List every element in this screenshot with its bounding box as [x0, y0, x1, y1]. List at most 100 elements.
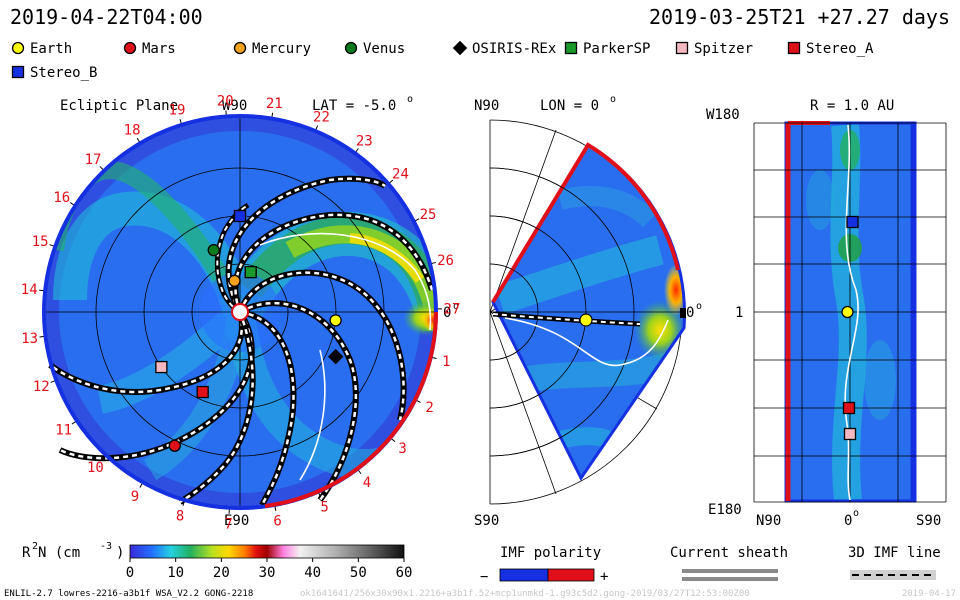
ecliptic-bodies	[155, 209, 344, 452]
day-tick-label: 12	[33, 379, 50, 395]
colorbar-label-r-sup: 2	[32, 541, 38, 552]
mercator-title: R = 1.0 AU	[810, 98, 894, 114]
meridional-zero-label: 0	[686, 305, 694, 321]
day-tick-label: 22	[313, 109, 330, 125]
sun-marker	[231, 303, 249, 321]
colorbar-tick-label: 30	[259, 565, 276, 581]
colorbar-gradient	[129, 544, 405, 559]
venus-legend-label: Venus	[363, 41, 405, 57]
osiris-legend-label: OSIRIS-REx	[472, 41, 556, 57]
day-tick-label: 24	[392, 166, 409, 182]
day-tick-label: 15	[32, 234, 49, 250]
ecliptic-panel: Ecliptic Plane LAT = -5.0 o W90 E90 0 o	[21, 94, 461, 533]
imf-polarity-label: IMF polarity	[500, 545, 601, 561]
imf-positive-swatch	[547, 568, 595, 582]
meridional-panel: N90 LON = 0 o S90 0 o	[474, 94, 702, 529]
parkersp-legend-icon	[564, 41, 578, 55]
earth-map-marker	[841, 305, 854, 319]
ecliptic-imf-lines	[48, 175, 435, 507]
colorbar-tick-label: 10	[167, 565, 184, 581]
mars-legend-label: Mars	[142, 41, 176, 57]
spitzer-marker	[155, 360, 168, 374]
day-tick-label: 11	[55, 423, 72, 439]
day-tick-label: 20	[217, 94, 234, 110]
stereoa-legend-icon	[787, 41, 801, 55]
s90-label: S90	[474, 513, 499, 529]
mars-marker	[168, 439, 181, 452]
stereob-marker	[233, 209, 247, 223]
day-tick-label: 26	[437, 253, 454, 269]
day-tick-label: 19	[169, 103, 186, 119]
meridional-current-sheet	[504, 317, 669, 367]
stereoa-marker	[196, 385, 209, 399]
density-colorbar: R 2 N (cm -3 ) 0 10 20 30 40 50 60	[22, 541, 412, 581]
w180-label: W180	[706, 107, 740, 123]
day-tick-label: 3	[398, 441, 406, 457]
mercator-panel: R = 1.0 AU W180 1 E180 N90 0 o S90	[706, 98, 947, 529]
ecliptic-zero-sup: o	[453, 301, 459, 312]
day-tick-label: 7	[224, 517, 232, 533]
osiris-marker	[327, 348, 344, 365]
osiris-legend-icon	[452, 40, 468, 56]
day-tick-label: 10	[87, 460, 104, 476]
colorbar-tick-label: 0	[126, 565, 134, 581]
stereob-legend-icon	[11, 65, 25, 79]
mercury-legend-icon	[233, 41, 247, 55]
stereob-map-marker	[846, 215, 859, 229]
current-sheath-legend: Current sheath	[670, 545, 788, 581]
day-tick-label: 16	[53, 190, 70, 206]
right-timestamp: 2019-03-25T21 +27.27 days	[649, 5, 950, 29]
stereob-legend-label: Stereo_B	[30, 65, 97, 81]
day-tick-label: 18	[124, 123, 141, 139]
colorbar-label-n: N (cm	[38, 545, 80, 561]
mercator-current-sheet	[844, 124, 859, 501]
day-tick-label: 13	[21, 331, 38, 347]
current-sheath-label: Current sheath	[670, 545, 788, 561]
imf-plus-sign: +	[600, 569, 608, 585]
imf3d-label: 3D IMF line	[848, 545, 941, 561]
current-sheath-swatch-1	[682, 569, 778, 573]
meridional-imf-line-dash	[492, 313, 641, 325]
meridional-density-map	[493, 145, 685, 478]
day-tick-label: 25	[420, 207, 437, 223]
imf-minus-sign: −	[480, 569, 488, 585]
mercury-legend-label: Mercury	[252, 41, 311, 57]
e180-label: E180	[708, 502, 742, 518]
day-tick-label: 21	[266, 96, 283, 112]
earth-marker	[329, 314, 342, 327]
colorbar-label-close: )	[116, 545, 124, 561]
mercator-x-left-label: N90	[756, 513, 781, 529]
ecliptic-title: Ecliptic Plane	[60, 98, 178, 114]
model-run-id: ok1641641/256x30x90x1.2216+a3b1f.52+mcp1…	[300, 589, 750, 599]
current-sheath-swatch-2	[682, 577, 778, 581]
day-tick-label: 6	[273, 514, 281, 530]
spacecraft-legend: Earth Mars Mercury Venus OSIRIS-REx ParkerSP S…	[11, 40, 874, 81]
meridional-zero-sup: o	[696, 301, 702, 312]
w90-label: W90	[222, 98, 247, 114]
day-tick-label: 2	[425, 400, 433, 416]
day-tick-label: 9	[131, 489, 139, 505]
imf-negative-swatch	[499, 568, 549, 582]
mercury-marker	[228, 274, 241, 287]
meridional-positive-edge	[491, 142, 680, 304]
imf-polarity-legend: IMF polarity − +	[480, 545, 608, 585]
mercator-x-mid-sup: o	[853, 508, 859, 519]
ecliptic-zero-label: 0	[443, 305, 451, 321]
run-date: 2019-04-17	[902, 589, 956, 599]
colorbar-tick-label: 60	[396, 565, 413, 581]
day-tick-label: 27	[444, 302, 461, 318]
colorbar-tick-label: 20	[213, 565, 230, 581]
day-tick-label: 5	[320, 499, 328, 515]
venus-legend-icon	[344, 41, 358, 55]
mars-legend-icon	[123, 41, 137, 55]
spitzer-legend-icon	[675, 41, 689, 55]
day-tick-label: 1	[442, 354, 450, 370]
ecliptic-boundary-positive	[264, 311, 438, 508]
mercator-mid-label: 1	[735, 305, 743, 321]
earth-marker	[579, 313, 593, 327]
model-credits: ENLIL-2.7 lowres-2216-a3b1f WSA_V2.2 GON…	[4, 589, 253, 599]
colorbar-label-exp: -3	[100, 541, 112, 552]
